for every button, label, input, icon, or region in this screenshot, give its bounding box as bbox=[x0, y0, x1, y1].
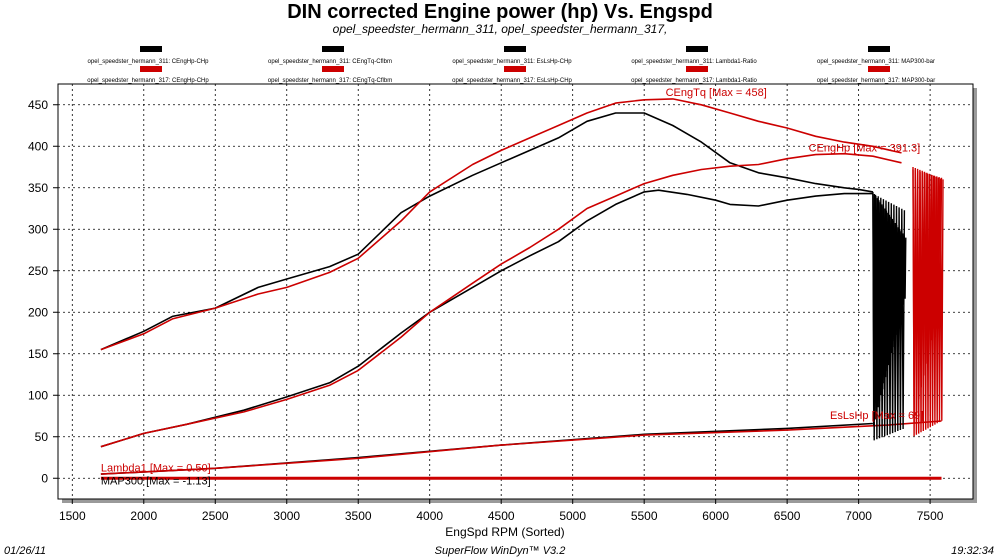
series-group bbox=[100, 98, 944, 480]
y-tick-label: 400 bbox=[28, 139, 48, 153]
x-tick-label: 5000 bbox=[559, 509, 586, 523]
y-tick-label: 450 bbox=[28, 98, 48, 112]
annotation-label: CEngHp [Max = 391.3] bbox=[809, 143, 921, 155]
y-tick-label: 50 bbox=[35, 430, 49, 444]
y-tick-label: 150 bbox=[28, 347, 48, 361]
y-tick-label: 0 bbox=[41, 471, 48, 485]
annotation-label: CEngTq [Max = 458] bbox=[666, 87, 767, 99]
x-tick-label: 6500 bbox=[774, 509, 801, 523]
grid-lines bbox=[58, 84, 973, 499]
series-line-3 bbox=[100, 189, 873, 448]
legend-label: opel_speedster_hermann_311: Lambda1-Rati… bbox=[631, 59, 757, 65]
footer-time: 19:32:34 bbox=[951, 545, 994, 557]
legend-label: opel_speedster_hermann_311: CEngTq-Cflbm bbox=[268, 59, 392, 65]
legend-swatch bbox=[322, 46, 344, 52]
legend-label: opel_speedster_hermann_311: MAP300-bar bbox=[817, 59, 935, 65]
legend-label: opel_speedster_hermann_317: EsLsHp-CHp bbox=[452, 78, 572, 84]
x-tick-label: 7500 bbox=[917, 509, 944, 523]
legend-swatch bbox=[686, 46, 708, 52]
series-line-4 bbox=[100, 152, 902, 448]
y-tick-label: 300 bbox=[28, 222, 48, 236]
legend-label: opel_speedster_hermann_317: CEngHp-CHp bbox=[87, 78, 209, 84]
x-tick-label: 2000 bbox=[130, 509, 157, 523]
legend-swatch bbox=[504, 66, 526, 72]
legend-label: opel_speedster_hermann_317: MAP300-bar bbox=[817, 78, 935, 84]
torque-311-oscillation bbox=[872, 193, 906, 441]
series-line-2 bbox=[100, 98, 902, 351]
legend-swatch bbox=[868, 66, 890, 72]
legend-swatch bbox=[868, 46, 890, 52]
y-tick-label: 250 bbox=[28, 264, 48, 278]
legend-swatch bbox=[140, 46, 162, 52]
x-tick-label: 2500 bbox=[202, 509, 229, 523]
chart-title: DIN corrected Engine power (hp) Vs. Engs… bbox=[287, 1, 713, 23]
series-line-6 bbox=[100, 420, 942, 475]
torque-317-oscillation bbox=[912, 169, 943, 423]
x-tick-label: 6000 bbox=[702, 509, 729, 523]
annotation-label: EsLsHp [Max = 69] bbox=[830, 410, 923, 422]
x-axis-label: EngSpd RPM (Sorted) bbox=[445, 525, 564, 539]
x-tick-label: 5500 bbox=[631, 509, 658, 523]
annotations: CEngTq [Max = 458] CEngHp [Max = 391.3] Es… bbox=[101, 87, 923, 487]
legend-label: opel_speedster_hermann_311: CEngHp-CHp bbox=[88, 59, 210, 65]
annotation-label: Lambda1 [Max = 0.50] bbox=[101, 462, 211, 474]
footer-app: SuperFlow WinDyn™ V3.2 bbox=[434, 545, 566, 557]
y-tick-label: 350 bbox=[28, 181, 48, 195]
legend: opel_speedster_hermann_311: CEngHp-CHp op… bbox=[87, 46, 935, 84]
x-tick-label: 3500 bbox=[345, 509, 372, 523]
legend-swatch bbox=[686, 66, 708, 72]
x-tick-label: 4000 bbox=[416, 509, 443, 523]
y-tick-label: 100 bbox=[28, 388, 48, 402]
x-tick-label: 3000 bbox=[273, 509, 300, 523]
y-tick-label: 200 bbox=[28, 305, 48, 319]
axis-ticks: 1500 2000 2500 3000 3500 4000 4500 5000 5500 6000… bbox=[28, 98, 944, 523]
legend-label: opel_speedster_hermann_311: EsLsHp-CHp bbox=[452, 59, 572, 65]
legend-swatch bbox=[504, 46, 526, 52]
annotation-label: MAP300 [Max = -1.13] bbox=[101, 476, 211, 488]
plot-area bbox=[57, 83, 974, 500]
series-line-1 bbox=[100, 112, 874, 351]
legend-label: opel_speedster_hermann_317: Lambda1-Rati… bbox=[631, 78, 757, 84]
footer-date: 01/26/11 bbox=[4, 545, 47, 557]
legend-swatch bbox=[140, 66, 162, 72]
legend-swatch bbox=[322, 66, 344, 72]
chart-subtitle: opel_speedster_hermann_311, opel_speedst… bbox=[332, 22, 668, 36]
x-tick-label: 1500 bbox=[59, 509, 86, 523]
legend-label: opel_speedster_hermann_317: CEngTq-Cflbm bbox=[268, 78, 392, 84]
x-tick-label: 4500 bbox=[488, 509, 515, 523]
x-tick-label: 7000 bbox=[845, 509, 872, 523]
